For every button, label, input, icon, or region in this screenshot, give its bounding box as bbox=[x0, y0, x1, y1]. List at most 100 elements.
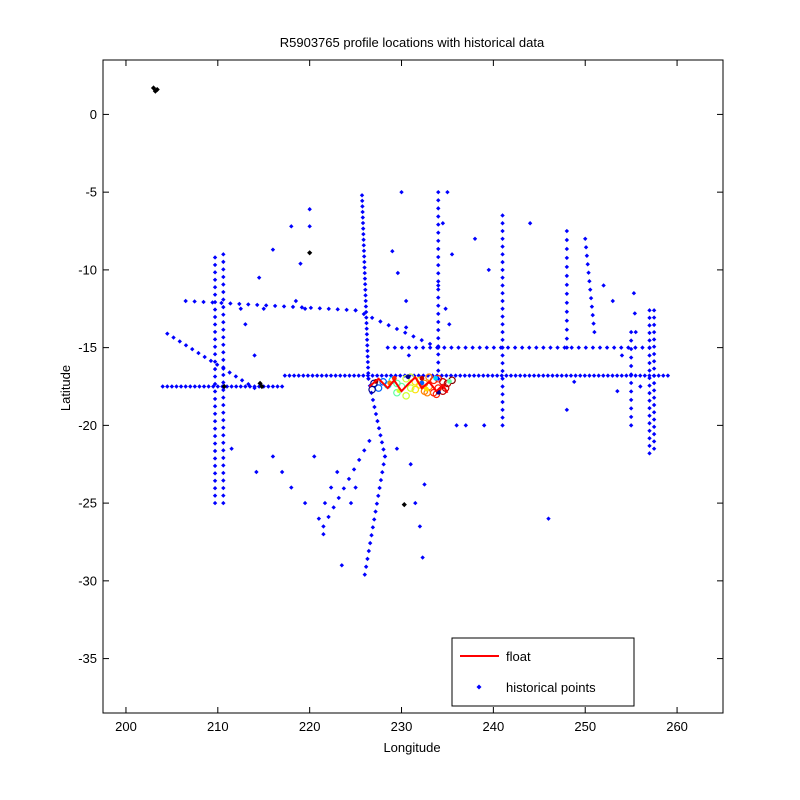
y-tick-label: -30 bbox=[78, 573, 97, 588]
historical-point bbox=[605, 373, 611, 378]
historical-point bbox=[229, 384, 234, 389]
historical-point bbox=[651, 308, 657, 313]
historical-point bbox=[500, 291, 505, 296]
historical-point bbox=[212, 337, 218, 342]
historical-point bbox=[381, 462, 386, 467]
historical-point bbox=[462, 373, 468, 378]
historical-point bbox=[564, 237, 570, 243]
historical-point bbox=[628, 406, 634, 411]
historical-point bbox=[243, 384, 248, 389]
historical-point bbox=[500, 213, 505, 218]
historical-point bbox=[436, 222, 441, 227]
float-profile-marker bbox=[411, 385, 420, 394]
historical-point bbox=[665, 373, 671, 378]
historical-point bbox=[210, 300, 215, 305]
historical-point bbox=[221, 274, 226, 280]
historical-point bbox=[165, 331, 170, 336]
historical-point bbox=[559, 373, 564, 378]
historical-point bbox=[582, 373, 588, 378]
historical-point bbox=[647, 330, 652, 336]
data-layer bbox=[150, 85, 671, 577]
historical-point bbox=[233, 374, 239, 379]
historical-point bbox=[363, 298, 368, 304]
historical-point bbox=[362, 270, 367, 276]
historical-point bbox=[212, 419, 218, 424]
historical-point bbox=[212, 270, 218, 275]
historical-point bbox=[647, 315, 652, 321]
historical-point bbox=[651, 315, 657, 320]
historical-point bbox=[513, 373, 518, 378]
historical-point bbox=[221, 327, 226, 332]
historical-point bbox=[651, 344, 657, 349]
historical-point bbox=[287, 373, 292, 378]
historical-point bbox=[254, 469, 259, 475]
black-point bbox=[401, 502, 407, 508]
historical-point bbox=[477, 345, 482, 350]
historical-point bbox=[402, 330, 408, 335]
historical-point bbox=[500, 415, 505, 420]
historical-point bbox=[374, 373, 380, 378]
historical-point bbox=[471, 373, 477, 378]
historical-point bbox=[589, 304, 595, 309]
historical-point bbox=[221, 417, 226, 423]
historical-point bbox=[411, 334, 416, 339]
historical-point bbox=[490, 373, 495, 378]
historical-point bbox=[376, 493, 381, 499]
historical-point bbox=[212, 277, 218, 282]
historical-point bbox=[212, 285, 218, 290]
historical-point bbox=[611, 345, 617, 350]
historical-point bbox=[500, 306, 505, 311]
historical-point bbox=[484, 345, 489, 350]
historical-point bbox=[436, 246, 441, 252]
historical-point bbox=[301, 373, 306, 378]
historical-point bbox=[212, 404, 218, 409]
historical-point bbox=[363, 287, 368, 292]
historical-point bbox=[252, 385, 257, 391]
historical-point bbox=[221, 304, 226, 310]
historical-point bbox=[221, 259, 226, 265]
historical-point bbox=[212, 381, 218, 387]
historical-point bbox=[436, 303, 441, 308]
historical-point bbox=[361, 254, 367, 259]
historical-point bbox=[243, 322, 248, 327]
historical-point bbox=[373, 411, 379, 417]
historical-point bbox=[447, 322, 452, 327]
historical-point bbox=[378, 477, 384, 483]
historical-point bbox=[584, 253, 590, 258]
historical-point bbox=[527, 221, 533, 226]
historical-point bbox=[647, 338, 652, 343]
historical-point bbox=[564, 291, 570, 297]
historical-point bbox=[363, 564, 369, 569]
y-tick-label: -5 bbox=[85, 185, 97, 200]
historical-point bbox=[227, 370, 232, 375]
historical-point bbox=[370, 397, 376, 403]
historical-point bbox=[353, 485, 358, 490]
historical-point bbox=[436, 344, 441, 349]
historical-point bbox=[270, 247, 276, 252]
historical-point bbox=[647, 360, 652, 366]
historical-point bbox=[221, 455, 226, 461]
historical-point bbox=[651, 395, 657, 400]
historical-point bbox=[436, 335, 441, 341]
historical-point bbox=[647, 390, 652, 396]
legend-float-label: float bbox=[506, 649, 531, 664]
historical-point bbox=[356, 373, 361, 378]
historical-point bbox=[485, 373, 491, 378]
historical-point bbox=[583, 236, 588, 241]
black-point bbox=[307, 250, 313, 256]
historical-point bbox=[661, 373, 666, 378]
historical-point bbox=[456, 345, 461, 350]
historical-point bbox=[314, 373, 320, 378]
historical-point bbox=[651, 351, 657, 357]
black-point bbox=[259, 383, 265, 390]
historical-point bbox=[298, 261, 303, 266]
historical-point bbox=[472, 236, 478, 241]
historical-point bbox=[362, 572, 367, 577]
historical-point bbox=[413, 345, 419, 350]
historical-point bbox=[647, 368, 652, 373]
x-tick-label: 230 bbox=[391, 719, 413, 734]
historical-point bbox=[588, 287, 593, 292]
historical-point bbox=[212, 359, 218, 364]
historical-point bbox=[548, 345, 553, 350]
